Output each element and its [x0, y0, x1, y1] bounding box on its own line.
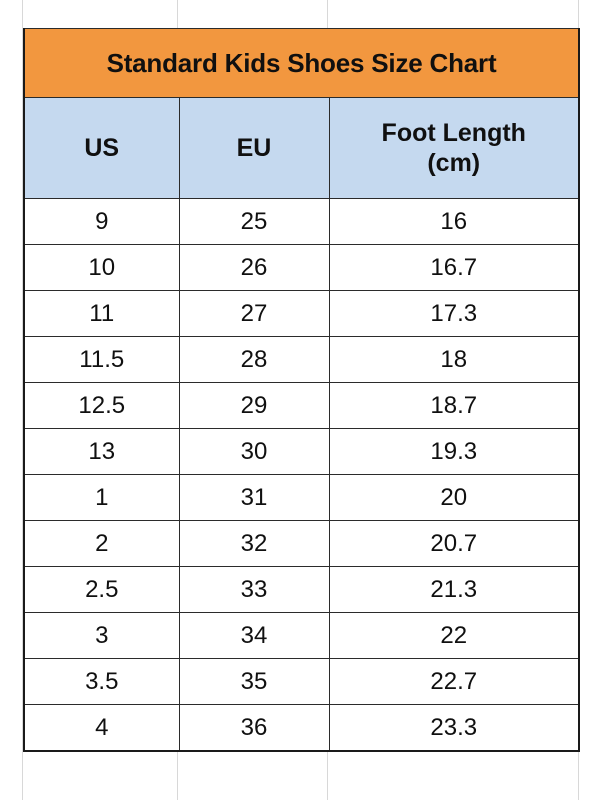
column-header-foot-length-line2: (cm): [427, 149, 481, 177]
table-row: 4 36 23.3: [23, 704, 580, 752]
cell-foot-length: 23.3: [328, 704, 580, 752]
cell-us: 3: [23, 612, 180, 659]
cell-foot-length: 21.3: [328, 566, 580, 613]
cell-eu: 30: [178, 428, 330, 475]
cell-eu: 34: [178, 612, 330, 659]
cell-us: 12.5: [23, 382, 180, 429]
cell-eu: 25: [178, 198, 330, 245]
cell-foot-length: 16: [328, 198, 580, 245]
table-row: 2 32 20.7: [23, 520, 580, 567]
cell-us: 13: [23, 428, 180, 475]
cell-foot-length: 16.7: [328, 244, 580, 291]
cell-eu: 27: [178, 290, 330, 337]
cell-eu: 31: [178, 474, 330, 521]
column-header-row: US EU Foot Length (cm): [23, 97, 580, 199]
cell-foot-length: 20.7: [328, 520, 580, 567]
table-row: 2.5 33 21.3: [23, 566, 580, 613]
column-header-foot-length: Foot Length (cm): [328, 97, 580, 199]
table-row: 13 30 19.3: [23, 428, 580, 475]
cell-us: 4: [23, 704, 180, 752]
cell-foot-length: 20: [328, 474, 580, 521]
cell-us: 2: [23, 520, 180, 567]
chart-title: Standard Kids Shoes Size Chart: [23, 28, 580, 98]
column-header-eu: EU: [178, 97, 330, 199]
table-row: 1 31 20: [23, 474, 580, 521]
cell-eu: 29: [178, 382, 330, 429]
column-header-us: US: [23, 97, 180, 199]
cell-eu: 28: [178, 336, 330, 383]
chart-title-row: Standard Kids Shoes Size Chart: [23, 28, 580, 98]
cell-foot-length: 19.3: [328, 428, 580, 475]
cell-us: 11.5: [23, 336, 180, 383]
cell-foot-length: 18.7: [328, 382, 580, 429]
table-row: 3 34 22: [23, 612, 580, 659]
cell-eu: 26: [178, 244, 330, 291]
table-row: 11.5 28 18: [23, 336, 580, 383]
column-header-foot-length-line1: Foot Length: [381, 118, 526, 147]
sheet-gridline: [22, 0, 23, 800]
table-row: 9 25 16: [23, 198, 580, 245]
cell-foot-length: 22.7: [328, 658, 580, 705]
cell-eu: 32: [178, 520, 330, 567]
cell-foot-length: 22: [328, 612, 580, 659]
cell-us: 10: [23, 244, 180, 291]
cell-us: 1: [23, 474, 180, 521]
size-chart-table: Standard Kids Shoes Size Chart US EU Foo…: [23, 28, 580, 752]
size-chart-body: 9 25 16 10 26 16.7 11 27 17.3 11.5 28 18 12.5 29 18.7 1…: [23, 198, 580, 752]
cell-us: 11: [23, 290, 180, 337]
table-row: 11 27 17.3: [23, 290, 580, 337]
cell-eu: 35: [178, 658, 330, 705]
cell-us: 3.5: [23, 658, 180, 705]
cell-eu: 33: [178, 566, 330, 613]
cell-us: 9: [23, 198, 180, 245]
cell-foot-length: 17.3: [328, 290, 580, 337]
cell-us: 2.5: [23, 566, 180, 613]
cell-foot-length: 18: [328, 336, 580, 383]
cell-eu: 36: [178, 704, 330, 752]
table-row: 12.5 29 18.7: [23, 382, 580, 429]
table-row: 3.5 35 22.7: [23, 658, 580, 705]
table-row: 10 26 16.7: [23, 244, 580, 291]
